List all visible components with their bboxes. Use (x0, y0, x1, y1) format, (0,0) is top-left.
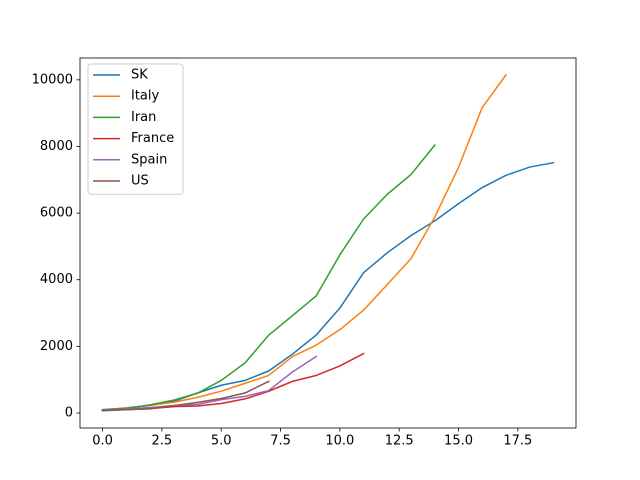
data-line (101, 355, 318, 411)
x-tick-label: 17.5 (503, 434, 532, 449)
x-tick-label: 15.0 (444, 434, 473, 449)
legend-label: Spain (131, 152, 167, 167)
data-line (101, 73, 508, 412)
x-tick-label: 7.5 (270, 434, 291, 449)
x-tick-label: 10.0 (325, 434, 354, 449)
legend-label: France (131, 131, 174, 146)
legend-label: US (131, 174, 149, 189)
y-tick-label: 10000 (32, 72, 73, 87)
legend-label: SK (131, 68, 148, 83)
y-tick-label: 6000 (40, 206, 73, 221)
y-tick-label: 4000 (40, 272, 73, 287)
y-tick-label: 0 (65, 406, 73, 421)
x-tick-label: 0.0 (92, 434, 113, 449)
x-tick-label: 2.5 (152, 434, 173, 449)
data-line (101, 161, 555, 411)
y-tick-label: 8000 (40, 139, 73, 154)
legend-label: Iran (131, 110, 156, 125)
data-line (101, 380, 270, 412)
data-line (101, 352, 365, 412)
x-tick-label: 5.0 (211, 434, 232, 449)
legend-label: Italy (131, 89, 160, 104)
axes-frame (79, 57, 577, 429)
x-tick-label: 12.5 (385, 434, 414, 449)
data-line (101, 144, 436, 411)
legend: SK Italy Iran France Spain US (87, 63, 184, 195)
y-tick-label: 2000 (40, 339, 73, 354)
